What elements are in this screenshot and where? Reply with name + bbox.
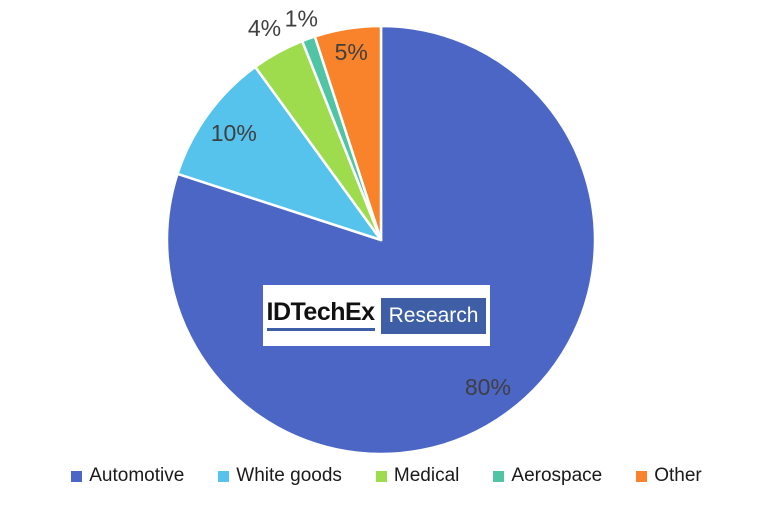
legend-label-other: Other [654,465,702,486]
legend-label-medical: Medical [393,465,460,486]
legend-item-automotive: Automotive [71,465,184,487]
legend-swatch-automotive [71,470,83,482]
legend-label-aerospace: Aerospace [511,465,603,486]
legend-label-white-goods: White goods [236,465,342,486]
legend-swatch-other [636,470,648,482]
legend-swatch-medical [375,470,387,482]
legend-swatch-white-goods [218,470,230,482]
slice-label-medical: 4% [248,15,281,41]
slice-label-other: 5% [335,39,368,65]
legend-item-aerospace: Aerospace [493,465,602,487]
research-badge: Research [380,297,487,334]
legend-label-automotive: Automotive [89,465,185,486]
slice-label-aerospace: 1% [285,6,318,32]
legend-item-white-goods: White goods [218,465,342,487]
idtechex-watermark: IDTechEx Research [263,285,490,346]
legend-item-other: Other [636,465,702,487]
pie-slice-white-goods [176,65,383,242]
pie-slice-other [313,24,383,242]
legend: Automotive White goods Medical Aerospace Oth… [0,465,773,487]
legend-item-medical: Medical [375,465,460,487]
idtechex-logo-text: IDTechEx [266,300,375,331]
slice-label-white-goods: 10% [211,120,257,146]
legend-swatch-aerospace [493,470,505,482]
slice-label-automotive: 80% [465,374,511,400]
